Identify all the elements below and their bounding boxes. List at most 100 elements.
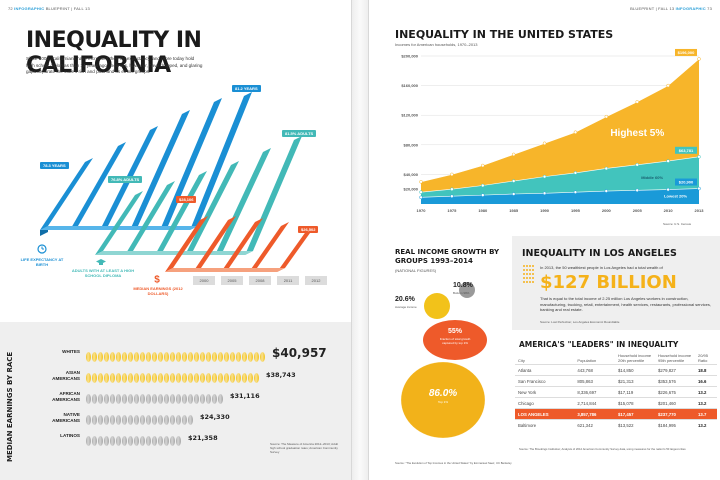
- coin: [260, 352, 265, 362]
- table-cell: 18.8: [695, 364, 717, 376]
- x-tick-label: 1970: [417, 208, 427, 213]
- table-cell: Atlanta: [515, 364, 575, 376]
- coin: [194, 373, 199, 383]
- data-point: [511, 179, 516, 183]
- coin: [146, 415, 151, 425]
- y-tick-label: $200,000: [401, 54, 418, 59]
- x-tick-label: 2013: [695, 208, 705, 213]
- coin: [110, 415, 115, 425]
- data-point: [635, 100, 639, 104]
- coin: [134, 436, 139, 446]
- data-point: [481, 193, 485, 197]
- bubble-label: Top 1%: [437, 400, 448, 404]
- coin: [110, 436, 115, 446]
- x-tick-label: 1990: [540, 208, 550, 213]
- table-cell: $279,827: [655, 364, 695, 376]
- table-cell: 805,863: [574, 375, 615, 387]
- coin: [158, 415, 163, 425]
- table-cell: 8,336,697: [574, 386, 615, 398]
- lowest-20-label: Lowest 20%: [664, 194, 687, 199]
- coin: [146, 352, 151, 362]
- diploma-legend: ADULTS WITH AT LEAST A HIGH SCHOOL DIPLO…: [71, 268, 135, 278]
- coin: [140, 373, 145, 383]
- clock-icon: [37, 244, 47, 254]
- data-point: [419, 195, 423, 200]
- data-point: [635, 163, 639, 167]
- coin: [164, 373, 169, 383]
- data-point: [697, 57, 701, 61]
- bubble-average: [424, 293, 450, 319]
- growth-source: Source: "The Evolution of Top Incomes in…: [395, 461, 512, 465]
- table-cell: Baltimore: [515, 419, 575, 431]
- table-row: Atlanta 443,768 $14,850 $279,827 18.8: [515, 364, 717, 376]
- table-cell: $14,850: [615, 364, 655, 376]
- data-point: [542, 191, 547, 196]
- y-tick-label: $20,000: [404, 187, 419, 192]
- data-point: [666, 159, 670, 163]
- data-point: [635, 188, 639, 193]
- coin: [194, 352, 199, 362]
- x-tick-label: 1985: [509, 208, 519, 213]
- coin: [104, 373, 109, 383]
- coin: [200, 352, 205, 362]
- coin: [200, 394, 205, 404]
- coin: [140, 394, 145, 404]
- coin: [236, 373, 241, 383]
- coin: [86, 415, 91, 425]
- coin: [224, 352, 229, 362]
- issue-label: FALL 13: [73, 6, 90, 11]
- coin: [152, 352, 157, 362]
- coin: [146, 373, 151, 383]
- y-tick-label: $40,000: [404, 172, 419, 177]
- coin: [134, 394, 139, 404]
- publication-name: BLUEPRINT: [630, 6, 655, 11]
- coin: [158, 373, 163, 383]
- coin: [86, 352, 91, 362]
- coin: [194, 394, 199, 404]
- la-big-number: $127 BILLION: [540, 272, 677, 293]
- earnings-ribbons: [165, 216, 315, 272]
- coin: [206, 373, 211, 383]
- coin: [128, 415, 133, 425]
- section-label: INFOGRAPHIC: [675, 6, 706, 11]
- coin: [182, 394, 187, 404]
- race-panel-title: MEDIAN EARNINGS BY RACE: [6, 351, 14, 462]
- life-end-tag: 81.2 YEARS: [232, 85, 261, 92]
- table-cell: $353,576: [655, 375, 695, 387]
- coin: [92, 352, 97, 362]
- coin: [122, 415, 127, 425]
- data-point: [666, 83, 670, 88]
- diploma-end-tag: 81.5% ADULTS: [282, 130, 317, 137]
- right-running-head: BLUEPRINT | FALL 13 INFOGRAPHIC 73: [630, 6, 712, 11]
- la-line2: That is equal to the total income of 2.2…: [540, 296, 711, 312]
- highest-5-label: Highest 5%: [610, 128, 664, 139]
- data-point: [542, 174, 547, 179]
- series-line: [420, 188, 700, 198]
- bubble-label: Average income: [395, 305, 417, 309]
- earnings-end-tag: $26,502: [298, 226, 319, 233]
- end-value-label: $196,000: [678, 50, 695, 55]
- leaders-source: Source: The Brookings Institution; Analy…: [519, 447, 686, 451]
- bubble-top1-share: [423, 320, 487, 360]
- coin: [134, 352, 139, 362]
- coin: [152, 436, 157, 446]
- coin: [92, 415, 97, 425]
- race-value: $40,957: [272, 346, 327, 360]
- data-point: [481, 183, 485, 188]
- trend-ribbons: [40, 92, 315, 272]
- data-point: [573, 171, 578, 175]
- coin: [98, 352, 103, 362]
- table-cell: $17,119: [615, 386, 655, 398]
- earnings-start-tag: $28,106: [176, 196, 197, 203]
- coin: [176, 373, 181, 383]
- bubble-value: 86.0%: [428, 388, 458, 399]
- end-value-tag: [675, 48, 697, 56]
- coin: [140, 415, 145, 425]
- data-point: [542, 141, 547, 146]
- coin: [98, 415, 103, 425]
- leaders-title: AMERICA'S "LEADERS" IN INEQUALITY: [519, 340, 679, 349]
- table-cell: 13.7: [695, 408, 717, 420]
- coin: [128, 436, 133, 446]
- race-value: $31,116: [230, 392, 260, 400]
